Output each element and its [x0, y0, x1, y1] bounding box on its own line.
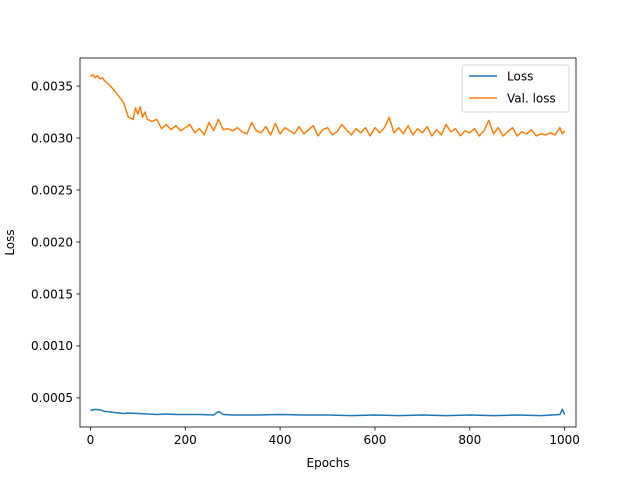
y-tick-label: 0.0030: [31, 131, 73, 145]
y-tick-label: 0.0035: [31, 79, 73, 93]
x-axis-label: Epochs: [307, 456, 350, 470]
y-tick-label: 0.0005: [31, 391, 73, 405]
x-tick-label: 1000: [549, 433, 580, 447]
y-tick-label: 0.0020: [31, 235, 73, 249]
x-tick-label: 200: [174, 433, 197, 447]
y-tick-label: 0.0015: [31, 287, 73, 301]
series-line-val-loss: [89, 73, 566, 137]
y-tick-label: 0.0025: [31, 183, 73, 197]
legend-entry-label: Val. loss: [507, 91, 556, 105]
series-line-loss: [90, 408, 566, 417]
x-tick-label: 800: [458, 433, 481, 447]
x-tick-label: 600: [363, 433, 386, 447]
legend: Loss Val. loss: [461, 64, 570, 113]
y-tick-label: 0.0010: [31, 339, 73, 353]
axes-layer: 0 200 400 600 800 1000 0.0005 0.0010 0.0015 0.002…: [3, 57, 580, 470]
legend-entry-label: Loss: [507, 69, 533, 83]
plot-frame: [79, 57, 577, 428]
y-axis-label: Loss: [3, 229, 17, 255]
series-layer: [89, 73, 566, 417]
x-tick-label: 0: [87, 433, 95, 447]
x-tick-label: 400: [269, 433, 292, 447]
